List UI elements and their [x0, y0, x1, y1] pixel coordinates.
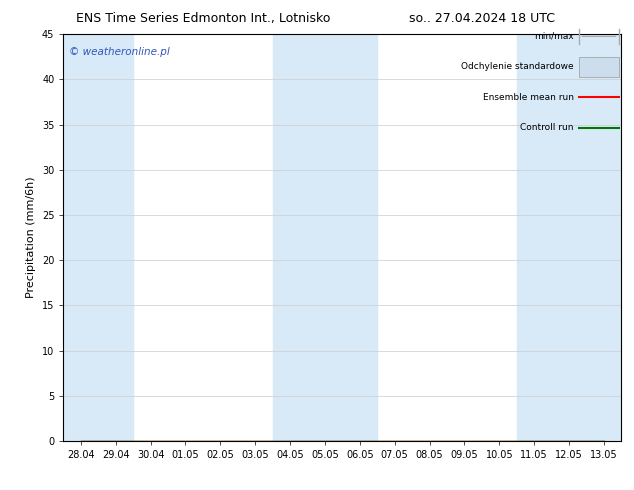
Text: min/max: min/max [534, 32, 574, 41]
Bar [63, 34, 133, 441]
Text: © weatheronline.pl: © weatheronline.pl [69, 47, 170, 56]
Text: Odchylenie standardowe: Odchylenie standardowe [462, 62, 574, 72]
Text: Controll run: Controll run [521, 123, 574, 132]
FancyBboxPatch shape [579, 57, 619, 77]
Y-axis label: Precipitation (mm/6h): Precipitation (mm/6h) [27, 177, 36, 298]
Text: so.. 27.04.2024 18 UTC: so.. 27.04.2024 18 UTC [409, 12, 555, 25]
Text: Ensemble mean run: Ensemble mean run [483, 93, 574, 102]
Bar [517, 34, 621, 441]
Bar [273, 34, 377, 441]
Text: ENS Time Series Edmonton Int., Lotnisko: ENS Time Series Edmonton Int., Lotnisko [75, 12, 330, 25]
